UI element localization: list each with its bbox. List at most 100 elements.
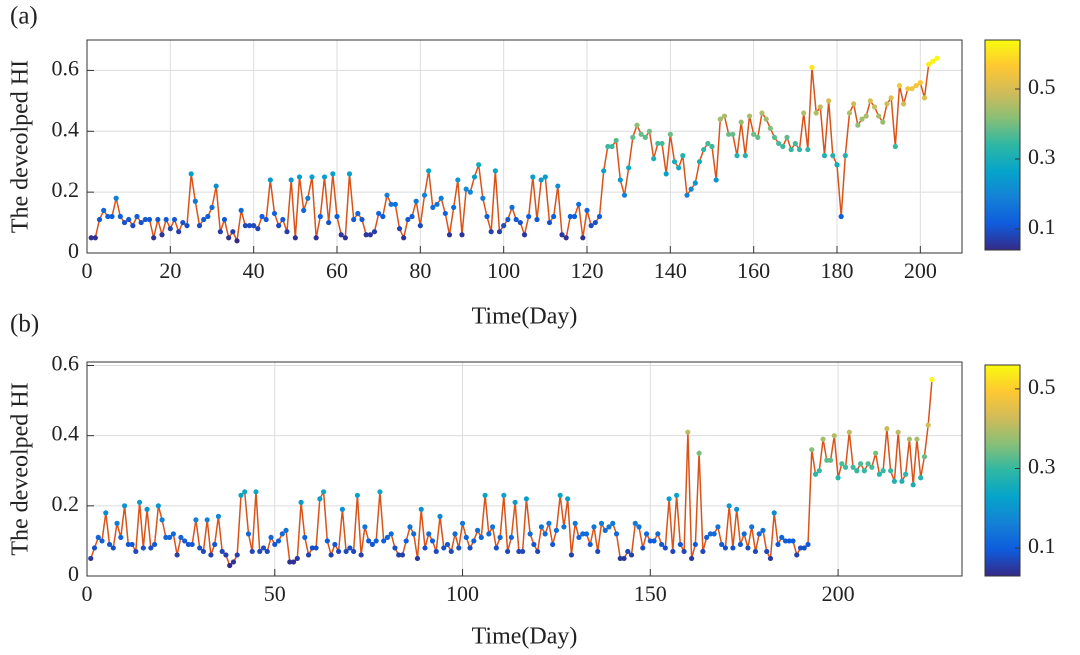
hi-marker bbox=[242, 489, 248, 495]
hi-marker bbox=[526, 213, 532, 220]
hi-marker bbox=[163, 216, 169, 223]
hi-marker bbox=[838, 213, 844, 220]
hi-marker bbox=[388, 201, 394, 207]
hi-marker bbox=[249, 548, 255, 555]
hi-marker bbox=[421, 192, 428, 198]
hi-marker bbox=[384, 534, 391, 541]
hi-marker bbox=[788, 146, 794, 153]
hi-marker bbox=[726, 131, 732, 137]
hi-marker bbox=[384, 192, 390, 198]
hi-marker bbox=[125, 541, 131, 548]
hi-marker bbox=[737, 541, 744, 548]
hi-marker bbox=[854, 468, 860, 474]
hi-marker bbox=[906, 436, 913, 442]
hi-marker bbox=[171, 216, 178, 223]
hi-marker bbox=[613, 137, 619, 144]
hi-marker bbox=[801, 545, 807, 551]
x-axis-label: Time(Day) bbox=[472, 304, 578, 330]
hi-marker bbox=[489, 524, 496, 530]
hi-marker bbox=[876, 471, 882, 477]
x-tick-label: 100 bbox=[487, 258, 520, 283]
hi-marker bbox=[884, 101, 890, 107]
hi-marker bbox=[767, 555, 774, 562]
hi-marker bbox=[809, 64, 815, 70]
hi-marker bbox=[572, 520, 578, 526]
hi-marker bbox=[705, 140, 711, 147]
hi-marker bbox=[488, 229, 494, 235]
hi-marker bbox=[855, 122, 861, 128]
hi-marker bbox=[480, 195, 486, 201]
x-tick-label: 80 bbox=[409, 258, 431, 283]
hi-marker bbox=[155, 216, 161, 223]
hi-marker bbox=[719, 541, 725, 548]
y-tick-label: 0 bbox=[68, 238, 79, 263]
hi-marker bbox=[176, 229, 182, 235]
hi-marker bbox=[452, 531, 458, 537]
hi-marker bbox=[738, 119, 744, 125]
hi-marker bbox=[565, 496, 571, 502]
hi-marker bbox=[632, 520, 638, 526]
hi-marker bbox=[538, 177, 544, 183]
hi-marker bbox=[745, 545, 751, 551]
hi-marker bbox=[403, 538, 409, 544]
y-axis-label: The deveolped HI bbox=[8, 60, 34, 233]
hi-marker bbox=[651, 538, 657, 544]
hi-marker bbox=[913, 83, 919, 89]
hi-marker bbox=[201, 216, 207, 223]
hi-marker bbox=[598, 520, 605, 526]
hi-marker bbox=[505, 548, 511, 555]
hi-marker bbox=[496, 229, 503, 235]
hi-marker bbox=[707, 531, 713, 537]
hi-marker bbox=[142, 216, 148, 223]
hi-marker bbox=[96, 216, 103, 223]
hi-marker bbox=[272, 541, 278, 548]
hi-marker bbox=[109, 213, 115, 220]
hi-marker bbox=[688, 186, 694, 192]
hi-marker bbox=[388, 531, 394, 537]
hi-marker bbox=[709, 143, 715, 150]
hi-marker bbox=[208, 552, 214, 558]
hi-marker bbox=[260, 545, 267, 551]
hi-marker bbox=[617, 177, 623, 183]
hi-marker bbox=[508, 534, 514, 541]
hi-marker bbox=[193, 517, 199, 523]
hi-marker bbox=[571, 213, 578, 220]
hi-marker bbox=[568, 552, 575, 558]
hi-marker bbox=[891, 478, 898, 484]
hi-marker bbox=[775, 541, 781, 548]
hi-marker bbox=[276, 223, 282, 229]
hi-marker bbox=[863, 113, 869, 119]
hi-marker bbox=[189, 541, 195, 548]
hi-marker bbox=[530, 174, 536, 180]
hi-marker bbox=[764, 548, 770, 555]
hi-marker bbox=[217, 229, 223, 235]
hi-marker bbox=[399, 552, 406, 558]
hi-marker bbox=[264, 548, 270, 555]
hi-marker bbox=[521, 232, 528, 238]
hi-marker bbox=[380, 213, 386, 220]
hi-marker bbox=[242, 223, 248, 229]
hi-marker bbox=[184, 223, 190, 229]
hi-marker bbox=[426, 168, 432, 174]
hi-marker bbox=[313, 235, 319, 241]
hi-marker bbox=[812, 471, 819, 477]
hi-marker bbox=[433, 548, 439, 555]
hi-marker bbox=[821, 153, 828, 159]
hi-marker bbox=[351, 216, 357, 223]
hi-marker bbox=[396, 552, 402, 558]
hi-marker bbox=[873, 450, 879, 456]
hi-marker bbox=[197, 545, 203, 551]
hi-marker bbox=[715, 524, 721, 530]
hi-marker bbox=[550, 541, 556, 548]
colorbar-tick-label: 0.3 bbox=[1028, 454, 1056, 479]
hi-marker bbox=[417, 223, 423, 229]
hi-marker bbox=[437, 513, 443, 519]
hi-marker bbox=[446, 232, 453, 238]
hi-marker bbox=[630, 134, 636, 140]
hi-marker bbox=[610, 520, 616, 526]
hi-marker bbox=[820, 436, 826, 442]
hi-marker bbox=[595, 548, 601, 555]
hi-marker bbox=[151, 541, 158, 548]
hi-marker bbox=[759, 110, 765, 116]
